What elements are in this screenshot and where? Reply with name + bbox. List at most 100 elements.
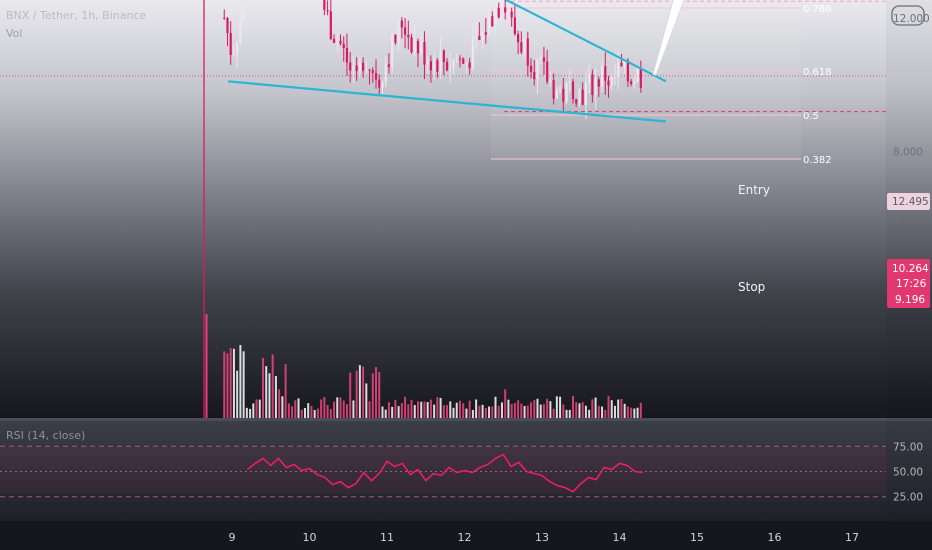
candle-down xyxy=(229,21,232,65)
volume-bar xyxy=(458,400,461,418)
candle-up xyxy=(584,72,588,120)
candle-up xyxy=(465,62,468,74)
candle-up xyxy=(336,35,339,51)
volume-bar xyxy=(542,404,545,418)
volume-bar xyxy=(630,407,633,418)
candle-up xyxy=(420,31,423,58)
price-tick-label: 8.000 xyxy=(893,147,923,159)
candle-up xyxy=(558,85,562,94)
candle-up xyxy=(600,61,604,93)
time-tick-label: 9 xyxy=(229,531,236,544)
volume-bar xyxy=(229,348,232,418)
volume-bar xyxy=(633,408,636,418)
volume-bar xyxy=(546,398,549,418)
volume-bar xyxy=(420,401,423,418)
candle-down xyxy=(478,22,481,41)
volume-bar xyxy=(297,398,300,418)
candle-up xyxy=(613,64,617,86)
volume-bar xyxy=(433,404,436,418)
volume-bar xyxy=(400,403,403,418)
candle-up xyxy=(397,20,400,51)
volume-bar xyxy=(371,373,374,418)
volume-bar xyxy=(316,408,319,418)
candle-down xyxy=(329,0,332,41)
candle-down xyxy=(339,34,342,46)
candle-up xyxy=(555,86,558,99)
screenshot-button[interactable] xyxy=(891,5,925,26)
wedge-trendlines[interactable] xyxy=(228,0,667,123)
trendline-upper[interactable] xyxy=(259,0,667,83)
volume-bar xyxy=(345,404,348,418)
volume-bar xyxy=(620,398,623,418)
volume-bar xyxy=(394,399,397,418)
volume-bar xyxy=(439,397,442,418)
pane-separator[interactable] xyxy=(0,418,932,421)
volume-bar xyxy=(291,406,294,418)
fib-retracement-box[interactable] xyxy=(491,0,801,159)
volume-bar xyxy=(320,399,323,418)
volume-bar xyxy=(262,357,264,418)
rsi-axis: 75.00 50.00 25.00 xyxy=(893,441,923,503)
candle-up xyxy=(391,33,394,74)
projection-arrow-shape[interactable] xyxy=(652,0,741,76)
volume-bar xyxy=(539,404,542,418)
candle-down xyxy=(394,34,397,45)
volume-bar xyxy=(362,366,365,418)
volume-bar xyxy=(639,402,642,418)
volume-bar xyxy=(510,403,513,418)
volume-bar xyxy=(381,406,384,418)
volume-bar xyxy=(610,400,613,418)
volume-bar xyxy=(626,406,629,418)
rsi-title[interactable]: RSI (14, close) xyxy=(6,429,85,442)
candle-up xyxy=(433,52,436,80)
volume-bar xyxy=(462,403,465,418)
candle-down xyxy=(342,36,345,62)
volume-bar xyxy=(500,402,503,418)
candle-down xyxy=(517,30,520,54)
volume-bar xyxy=(636,407,639,418)
volume-bar xyxy=(520,403,523,418)
candle-up xyxy=(352,55,355,84)
candle-up xyxy=(232,44,236,58)
volume-bar xyxy=(307,403,310,418)
svg-text:12.495: 12.495 xyxy=(892,196,929,208)
candle-down xyxy=(510,7,513,27)
volume-bar xyxy=(205,314,208,418)
volume-bar xyxy=(552,408,555,418)
volume-bar xyxy=(245,407,248,418)
volume-bar xyxy=(326,404,329,418)
candle-down xyxy=(429,55,433,83)
volume-bar xyxy=(559,396,562,418)
volume-bar xyxy=(387,402,390,418)
candle-up xyxy=(565,81,568,104)
time-axis[interactable]: 9 10 11 12 13 14 15 16 17 xyxy=(229,531,860,544)
volume-bar xyxy=(455,402,458,418)
volume-bar xyxy=(365,383,368,418)
candle-down xyxy=(368,69,371,85)
volume-bar xyxy=(436,397,439,418)
candle-up xyxy=(633,74,636,90)
trendline-lower[interactable] xyxy=(228,80,667,123)
candle-down xyxy=(223,9,226,20)
candle-up xyxy=(426,56,429,73)
volume-bar xyxy=(555,396,558,418)
candle-down xyxy=(513,4,516,36)
volume-bar xyxy=(530,402,533,418)
rsi-line xyxy=(247,453,643,493)
candle-down xyxy=(581,82,584,106)
projection-arrow[interactable] xyxy=(652,0,741,76)
volume-bars xyxy=(205,314,642,418)
time-tick-label: 11 xyxy=(380,531,394,544)
volume-bar xyxy=(568,409,571,418)
volume-bar xyxy=(449,401,452,418)
fib-level-label: 0.382 xyxy=(803,155,832,166)
volume-bar xyxy=(303,407,306,418)
symbol-title[interactable]: BNX / Tether, 1h, Binance xyxy=(6,9,146,22)
candle-down xyxy=(362,57,365,78)
candle-down xyxy=(400,17,403,39)
candle-up xyxy=(236,41,239,69)
volume-bar xyxy=(478,405,481,418)
